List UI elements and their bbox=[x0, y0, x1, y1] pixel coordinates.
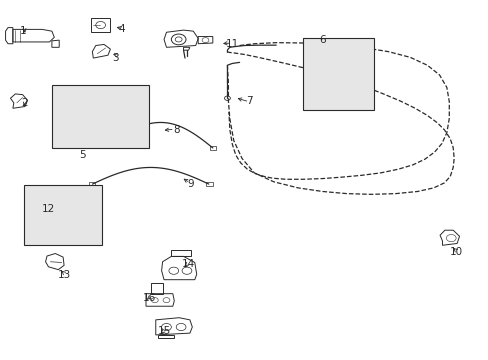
Text: 5: 5 bbox=[79, 150, 85, 160]
Text: 8: 8 bbox=[173, 125, 179, 135]
FancyBboxPatch shape bbox=[303, 39, 373, 110]
Text: 4: 4 bbox=[118, 24, 124, 35]
Text: 15: 15 bbox=[157, 326, 170, 336]
Text: 12: 12 bbox=[41, 204, 55, 214]
Text: 14: 14 bbox=[182, 259, 195, 269]
Text: 10: 10 bbox=[449, 247, 462, 257]
Text: 9: 9 bbox=[187, 179, 194, 189]
Text: 6: 6 bbox=[319, 35, 325, 45]
Text: 3: 3 bbox=[112, 53, 119, 63]
Text: 11: 11 bbox=[225, 39, 239, 49]
FancyBboxPatch shape bbox=[24, 185, 102, 244]
Text: 13: 13 bbox=[58, 270, 71, 280]
Text: 1: 1 bbox=[20, 26, 26, 36]
FancyBboxPatch shape bbox=[52, 85, 149, 148]
Text: 7: 7 bbox=[245, 96, 252, 106]
Text: 2: 2 bbox=[21, 98, 27, 108]
Text: 16: 16 bbox=[142, 293, 156, 303]
